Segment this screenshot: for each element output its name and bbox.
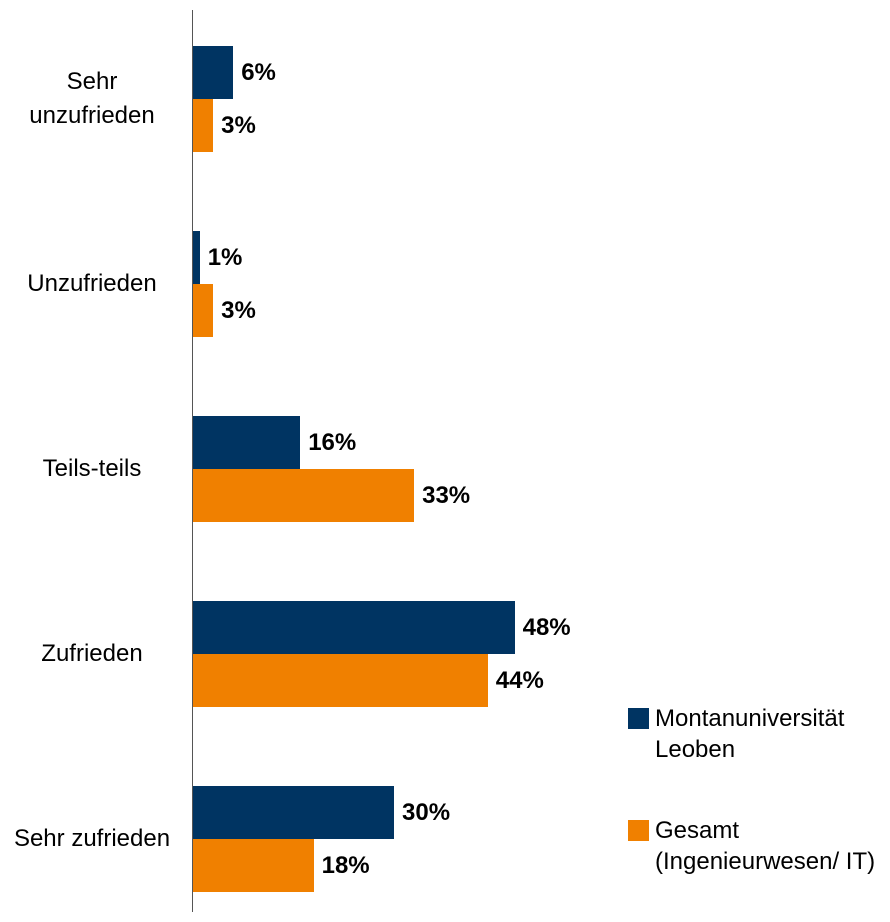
bar (193, 786, 394, 839)
bar (193, 601, 515, 654)
category-label: Unzufrieden (27, 270, 157, 297)
legend-swatch (628, 708, 649, 729)
category-label: Sehr unzufrieden (29, 68, 155, 129)
bar (193, 99, 214, 152)
bar (193, 231, 200, 284)
value-label: 48% (522, 613, 571, 641)
bar (193, 469, 415, 522)
bar (193, 839, 314, 892)
value-label: 44% (495, 666, 544, 694)
value-label: 3% (221, 296, 256, 324)
bar (193, 46, 234, 99)
category-label: Sehr zufrieden (13, 825, 171, 852)
value-label: 3% (221, 111, 256, 139)
legend-label: Montanuniversität Leoben (655, 705, 845, 763)
category-label: Zufrieden (41, 640, 143, 667)
bar (193, 284, 214, 337)
value-label: 30% (402, 798, 451, 826)
bar (193, 654, 488, 707)
axis-line (192, 10, 193, 912)
category-label: Teils-teils (42, 455, 142, 482)
value-label: 1% (207, 243, 243, 271)
bar (193, 416, 301, 469)
value-label: 16% (308, 428, 357, 456)
value-label: 6% (241, 58, 276, 86)
legend-swatch (628, 820, 649, 841)
value-label: 18% (321, 851, 370, 879)
value-label: 33% (422, 481, 471, 509)
legend-label: Gesamt (Ingenieurwesen/ IT) (655, 817, 876, 875)
